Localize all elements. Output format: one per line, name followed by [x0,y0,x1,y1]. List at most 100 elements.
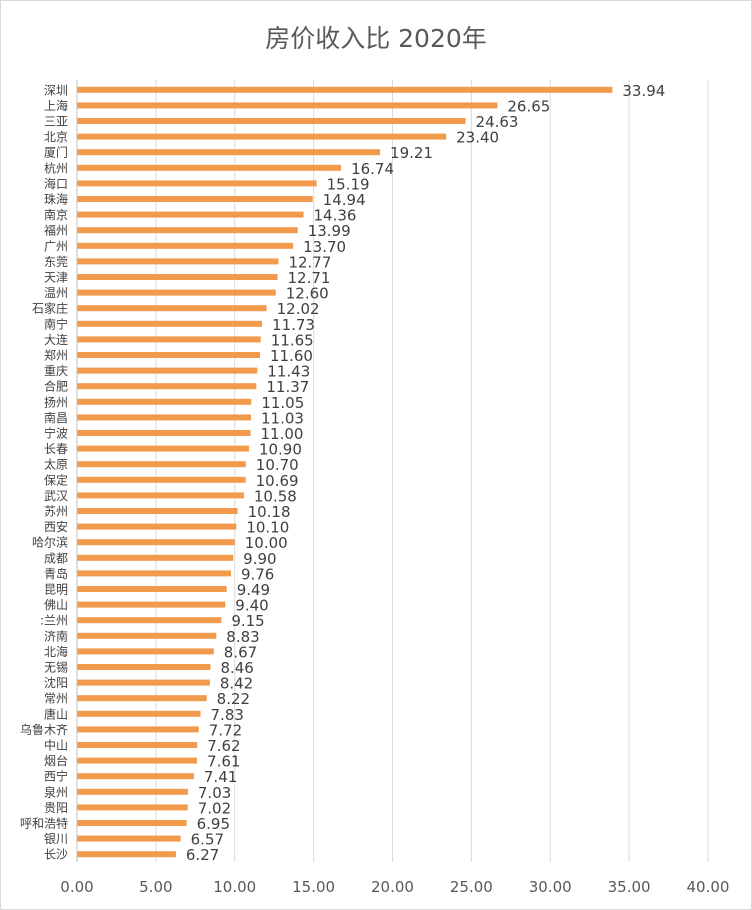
bar [77,648,214,655]
bar [77,804,188,811]
value-label: 14.36 [314,207,357,225]
category-label: 中山 [44,738,68,753]
bar [77,180,317,187]
category-label: 泉州 [44,785,68,799]
value-label: 12.02 [277,300,320,318]
chart-title: 房价收入比 2020年 [265,24,487,53]
category-label: 常州 [44,692,68,706]
bar [77,835,181,842]
category-label: 济南 [44,628,68,643]
value-label: 7.03 [198,784,231,802]
value-label: 11.05 [261,394,304,412]
value-label: 11.00 [261,425,304,443]
value-label: 12.60 [286,285,329,303]
value-label: 10.58 [254,487,297,505]
value-label: 9.90 [243,550,276,568]
value-label: 12.77 [288,253,331,271]
category-label: 唐山 [44,706,68,721]
category-label: 福州 [44,223,68,238]
bar [77,554,234,561]
category-label: 南宁 [44,316,68,331]
category-label: 长沙 [44,848,68,862]
bar [77,523,237,530]
x-axis-ticks: 0.00 5.00 10.00 15.00 20.00 25.00 30.00 35.00 40… [60,878,729,896]
value-label: 12.71 [288,269,331,287]
bar [77,258,279,265]
bar [77,726,199,733]
value-label: 6.95 [197,815,230,833]
value-label: 9.76 [241,565,274,583]
category-label: 天津 [44,271,68,285]
bar [77,742,198,748]
bar [77,461,246,468]
value-label: 8.46 [220,659,253,677]
bar [77,788,188,795]
category-labels: 深圳上海三亚北京厦门杭州海口珠海南京福州广州东莞天津温州石家庄南宁大连郑州重庆合… [20,83,68,861]
bar [77,757,198,764]
category-label: 南京 [44,207,68,222]
value-label: 6.57 [191,831,224,849]
x-tick-label: 35.00 [608,878,651,896]
category-label: 烟台 [44,753,68,768]
category-label: 杭州 [44,160,68,175]
bar [77,851,176,858]
x-tick-label: 25.00 [450,878,493,896]
bar [77,508,238,514]
value-label: 11.60 [270,347,313,365]
category-label: 无锡 [44,660,68,675]
category-label: 宁波 [44,426,68,441]
category-label: 成都 [44,551,68,565]
category-label: 苏州 [44,505,68,519]
category-label: 石家庄 [32,301,68,316]
value-label: 10.69 [256,472,299,490]
category-label: 厦门 [44,145,68,160]
value-label: 11.37 [266,378,309,396]
value-label: 9.15 [231,612,264,630]
bar [77,352,260,358]
value-label: 7.72 [209,721,242,739]
value-label: 11.65 [271,331,314,349]
value-label: 10.90 [259,441,302,459]
value-label: 8.42 [220,675,253,693]
category-label: 北京 [44,130,68,144]
category-label: 深圳 [44,83,68,97]
category-label: 温州 [44,286,68,300]
value-label: 8.83 [226,628,259,646]
category-label: 西安 [44,519,68,534]
bar [77,664,211,670]
value-label: 13.99 [308,222,351,240]
category-label: 银川 [44,832,68,846]
x-tick-label: 0.00 [60,878,93,896]
bar [77,414,251,421]
bar [77,86,613,93]
value-label: 7.62 [207,737,240,755]
bar [77,383,257,390]
category-label: 太原 [44,457,68,472]
category-label: 呼和浩特 [20,816,68,831]
bar [77,632,217,639]
category-label: 保定 [44,472,68,487]
category-label: 哈尔滨 [32,535,68,550]
category-label: 长春 [44,442,68,456]
category-label: 珠海 [44,192,68,207]
x-tick-label: 40.00 [687,878,730,896]
category-label: 重庆 [44,364,68,378]
value-label: 11.43 [267,363,310,381]
category-label: 南昌 [44,410,68,425]
category-label: :兰州 [40,614,68,628]
category-label: 合肥 [44,379,68,394]
category-label: 东莞 [44,255,68,269]
value-label: 14.94 [323,191,366,209]
value-label: 10.00 [245,534,288,552]
x-tick-label: 15.00 [292,878,335,896]
bar [77,445,249,452]
value-label: 7.41 [204,768,237,786]
value-label: 10.18 [248,503,291,521]
category-label: 三亚 [44,115,68,129]
bar [77,133,447,140]
bar [77,367,258,374]
bar [77,570,231,577]
category-label: 广州 [44,239,68,253]
